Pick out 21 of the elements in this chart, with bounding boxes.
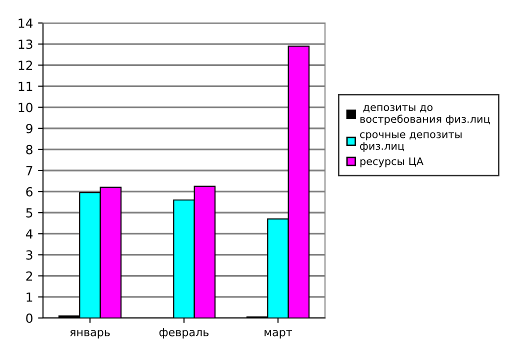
legend-label: депозиты до востребования физ.лиц xyxy=(360,105,490,125)
y-tick-label: 3 xyxy=(26,250,32,260)
legend-label: ресурсы ЦА xyxy=(360,157,424,168)
y-tick-label: 14 xyxy=(18,18,33,28)
x-tick-label: март xyxy=(264,330,292,338)
y-tick-label: 6 xyxy=(26,187,32,196)
x-tick-label: январь xyxy=(70,330,110,338)
y-tick-label: 9 xyxy=(26,124,32,134)
y-tick-label: 13 xyxy=(18,40,32,49)
y-tick-label: 0 xyxy=(26,313,32,323)
legend-label: срочные депозиты физ.лиц xyxy=(360,132,462,152)
y-tick-label: 2 xyxy=(26,271,32,281)
y-tick-label: 8 xyxy=(26,144,32,154)
x-tick-label: февраль xyxy=(159,328,209,338)
y-tick-label: 4 xyxy=(26,229,33,238)
y-tick-label: 11 xyxy=(18,82,32,91)
y-tick-label: 12 xyxy=(18,60,32,70)
y-tick-label: 10 xyxy=(18,102,32,112)
y-tick-label: 1 xyxy=(26,292,32,302)
y-tick-label: 7 xyxy=(26,166,32,176)
y-tick-label: 5 xyxy=(26,208,32,218)
